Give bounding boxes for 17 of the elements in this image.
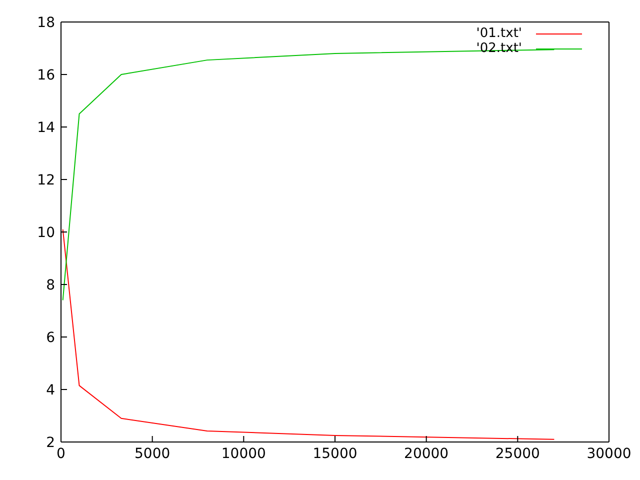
y-tick-label: 8 (46, 277, 55, 294)
y-tick-label: 4 (46, 382, 56, 398)
x-tick-label: 0 (56, 446, 66, 462)
x-tick-label: 5000 (134, 446, 170, 462)
y-tick-label: 16 (37, 67, 56, 84)
y-tick-label: 12 (37, 172, 55, 188)
y-tick-label: 6 (46, 330, 56, 346)
x-tick-label: 15000 (312, 446, 358, 462)
x-tick-label: 20000 (404, 446, 449, 462)
x-tick-label: 25000 (495, 446, 540, 462)
y-tick-label: 2 (46, 434, 55, 451)
y-tick-label: 18 (37, 14, 55, 31)
x-tick-label: 30000 (586, 446, 632, 462)
y-tick-label: 10 (37, 224, 55, 241)
y-tick-label: 14 (37, 120, 56, 136)
legend-label: '01.txt' (476, 26, 522, 41)
x-tick-label: 10000 (221, 446, 266, 462)
